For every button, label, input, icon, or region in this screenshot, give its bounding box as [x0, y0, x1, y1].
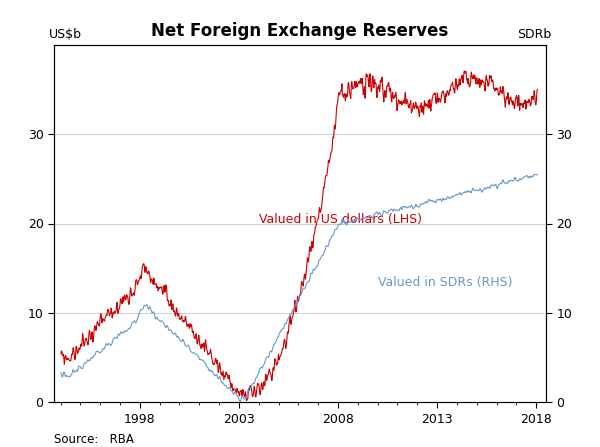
- Title: Net Foreign Exchange Reserves: Net Foreign Exchange Reserves: [151, 22, 449, 40]
- Text: SDRb: SDRb: [517, 28, 551, 41]
- Text: Valued in SDRs (RHS): Valued in SDRs (RHS): [377, 276, 512, 289]
- Text: US$b: US$b: [49, 28, 82, 41]
- Text: Valued in US dollars (LHS): Valued in US dollars (LHS): [259, 214, 422, 227]
- Text: Source:   RBA: Source: RBA: [54, 433, 134, 446]
